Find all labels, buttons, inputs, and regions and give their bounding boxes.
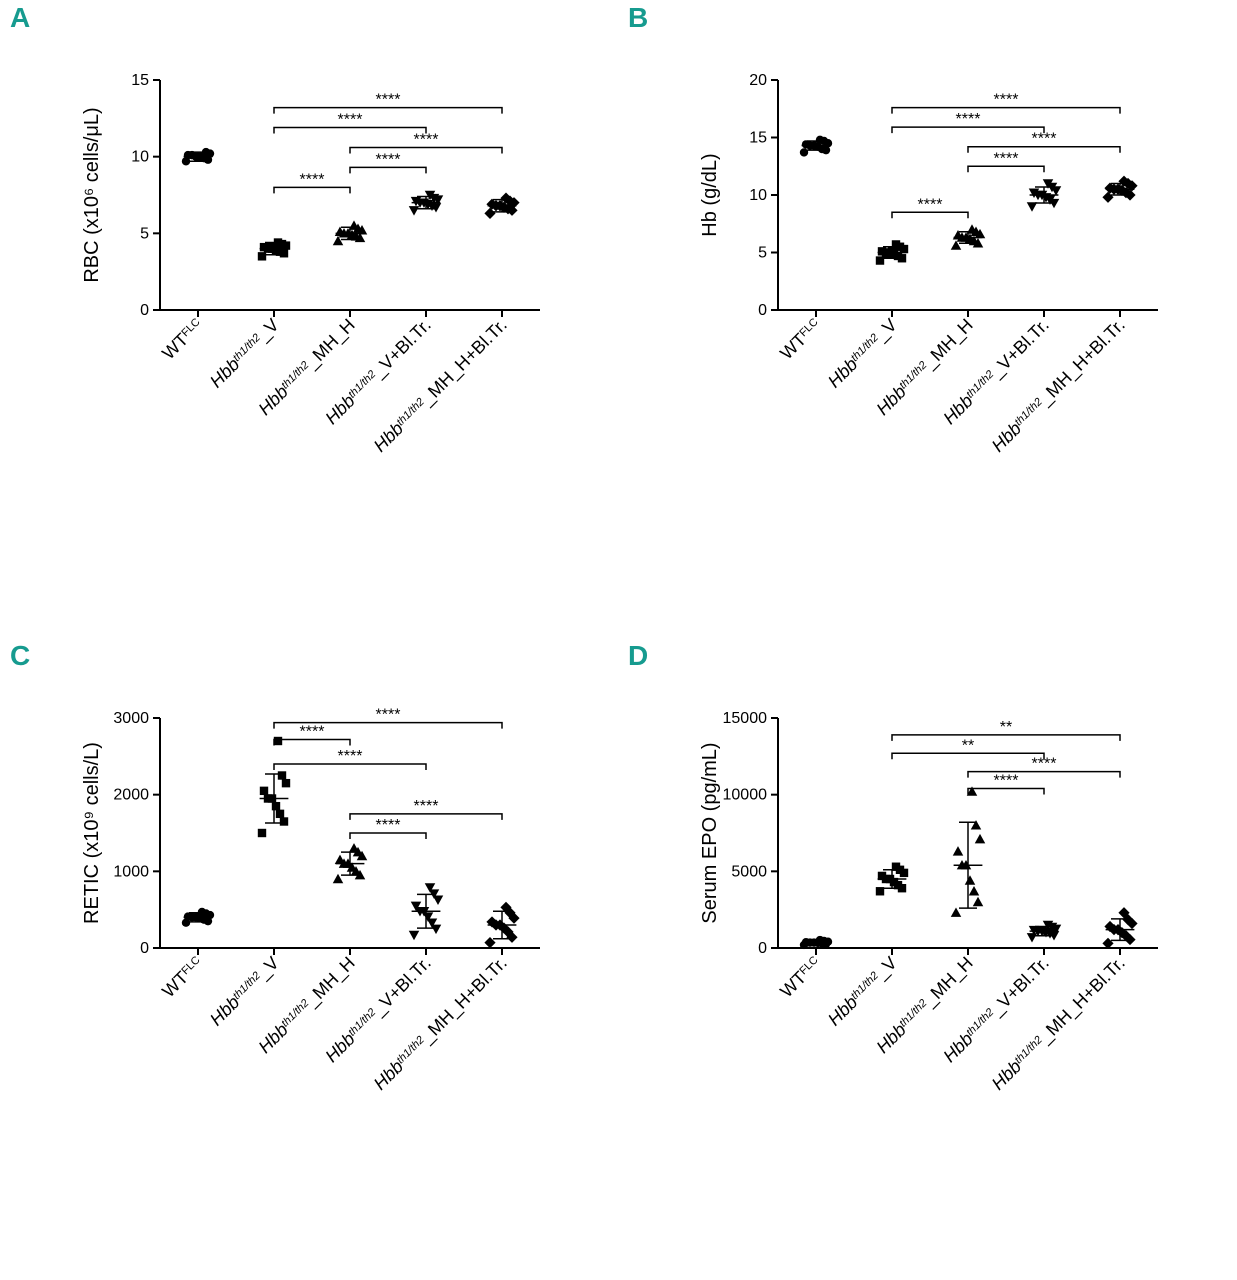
svg-text:****: **** xyxy=(376,151,401,168)
svg-text:5: 5 xyxy=(758,245,767,262)
svg-text:Hbbth1/th2_MH_H+Bl.Tr.: Hbbth1/th2_MH_H+Bl.Tr. xyxy=(988,953,1130,1095)
svg-text:****: **** xyxy=(376,817,401,834)
svg-text:****: **** xyxy=(994,92,1019,109)
svg-text:****: **** xyxy=(414,131,439,148)
svg-text:15000: 15000 xyxy=(723,710,768,727)
svg-text:10000: 10000 xyxy=(723,787,768,804)
svg-text:**: ** xyxy=(962,737,974,754)
panel-label-c: C xyxy=(10,640,30,672)
svg-text:****: **** xyxy=(918,196,943,213)
svg-text:****: **** xyxy=(994,150,1019,167)
svg-text:0: 0 xyxy=(140,302,149,319)
svg-text:RBC (x10⁶ cells/μL): RBC (x10⁶ cells/μL) xyxy=(81,107,103,282)
svg-text:10: 10 xyxy=(131,149,149,166)
svg-text:****: **** xyxy=(994,773,1019,790)
svg-text:****: **** xyxy=(300,723,325,740)
svg-text:****: **** xyxy=(376,707,401,724)
panel-label-b: B xyxy=(628,2,648,34)
svg-text:****: **** xyxy=(1032,131,1057,148)
svg-text:Hbbth1/th2_MH_H+Bl.Tr.: Hbbth1/th2_MH_H+Bl.Tr. xyxy=(988,315,1130,457)
svg-text:1000: 1000 xyxy=(113,863,149,880)
svg-text:****: **** xyxy=(376,92,401,109)
svg-text:**: ** xyxy=(1000,719,1012,736)
chart-d: 050001000015000Serum EPO (pg/mL)********… xyxy=(688,658,1208,1268)
svg-text:WTFLC: WTFLC xyxy=(776,953,825,1002)
svg-text:Hbbth1/th2_V: Hbbth1/th2_V xyxy=(824,315,902,393)
svg-text:****: **** xyxy=(338,112,363,129)
svg-text:WTFLC: WTFLC xyxy=(158,315,207,364)
svg-text:Hbbth1/th2_V: Hbbth1/th2_V xyxy=(206,315,284,393)
figure-grid: { "global": { "width": 1237, "height": 1… xyxy=(0,0,1237,1280)
svg-text:Serum EPO (pg/mL): Serum EPO (pg/mL) xyxy=(699,742,721,923)
svg-text:WTFLC: WTFLC xyxy=(776,315,825,364)
svg-text:Hbbth1/th2_MH_H+Bl.Tr.: Hbbth1/th2_MH_H+Bl.Tr. xyxy=(370,953,512,1095)
svg-text:Hbbth1/th2_V: Hbbth1/th2_V xyxy=(206,953,284,1031)
svg-text:15: 15 xyxy=(749,130,767,147)
svg-text:****: **** xyxy=(300,171,325,188)
svg-text:****: **** xyxy=(338,748,363,765)
svg-text:Hb (g/dL): Hb (g/dL) xyxy=(699,153,721,236)
svg-text:5: 5 xyxy=(140,225,149,242)
svg-text:20: 20 xyxy=(749,72,767,89)
svg-text:0: 0 xyxy=(140,940,149,957)
svg-text:RETIC (x10⁹ cells/L): RETIC (x10⁹ cells/L) xyxy=(81,742,103,924)
svg-text:2000: 2000 xyxy=(113,787,149,804)
svg-text:0: 0 xyxy=(758,940,767,957)
svg-text:5000: 5000 xyxy=(731,863,767,880)
svg-text:Hbbth1/th2_MH_H+Bl.Tr.: Hbbth1/th2_MH_H+Bl.Tr. xyxy=(370,315,512,457)
svg-text:WTFLC: WTFLC xyxy=(158,953,207,1002)
svg-text:0: 0 xyxy=(758,302,767,319)
svg-text:10: 10 xyxy=(749,187,767,204)
chart-b: 0 5 10 15 20 Hb (g/dL) **** **** **** **** **** WTF… xyxy=(688,20,1208,630)
svg-text:****: **** xyxy=(414,798,439,815)
chart-c: 0 1000 2000 3000 RETIC (x10⁹ cells/L) **** ***… xyxy=(70,658,590,1268)
svg-text:15: 15 xyxy=(131,72,149,89)
svg-text:Hbbth1/th2_V: Hbbth1/th2_V xyxy=(824,953,902,1031)
chart-a: 0 5 10 15 RBC (x10⁶ cells/μL) **** **** **** ***… xyxy=(70,20,590,630)
panel-label-a: A xyxy=(10,2,30,34)
panel-label-d: D xyxy=(628,640,648,672)
svg-text:****: **** xyxy=(956,111,981,128)
svg-text:3000: 3000 xyxy=(113,710,149,727)
